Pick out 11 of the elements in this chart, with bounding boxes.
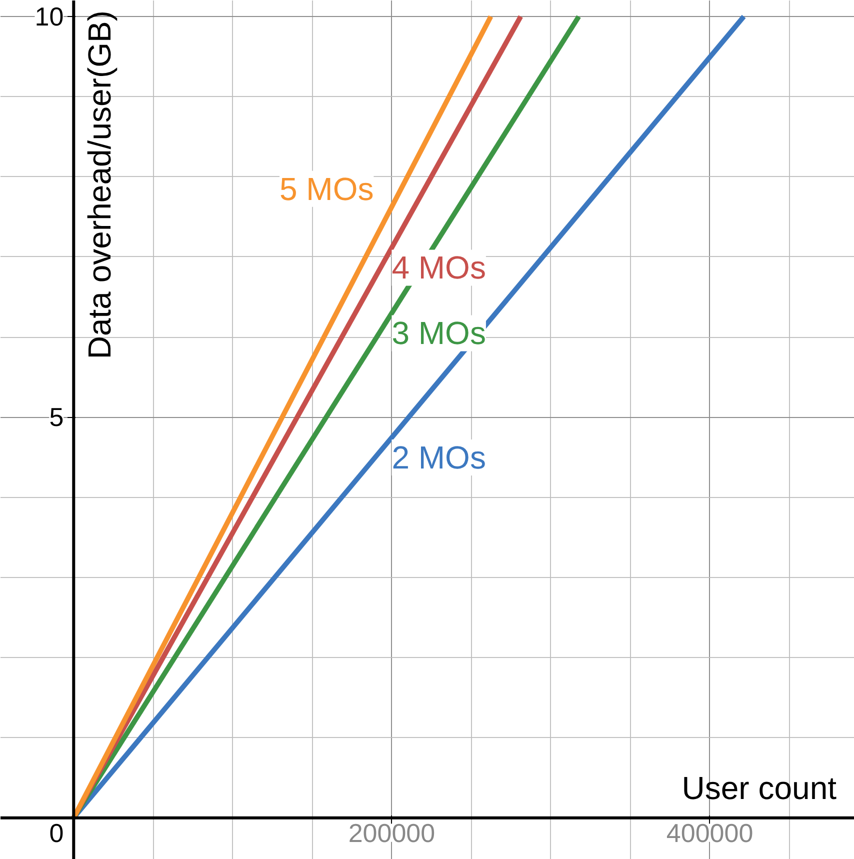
y-axis-title: Data overhead/user(GB): [82, 10, 118, 360]
series-label: 4 MOs: [392, 250, 486, 286]
y-tick-label: 5: [49, 402, 64, 432]
x-tick-label: 200000: [348, 818, 436, 848]
series-label: 5 MOs: [279, 170, 374, 207]
series-label: 2 MOs: [392, 440, 486, 476]
y-tick-label: 0: [49, 818, 64, 848]
series-label: 3 MOs: [392, 315, 486, 352]
y-tick-label: 10: [34, 2, 64, 32]
x-tick-label: 400000: [666, 818, 754, 848]
x-axis-title: User count: [682, 770, 837, 806]
